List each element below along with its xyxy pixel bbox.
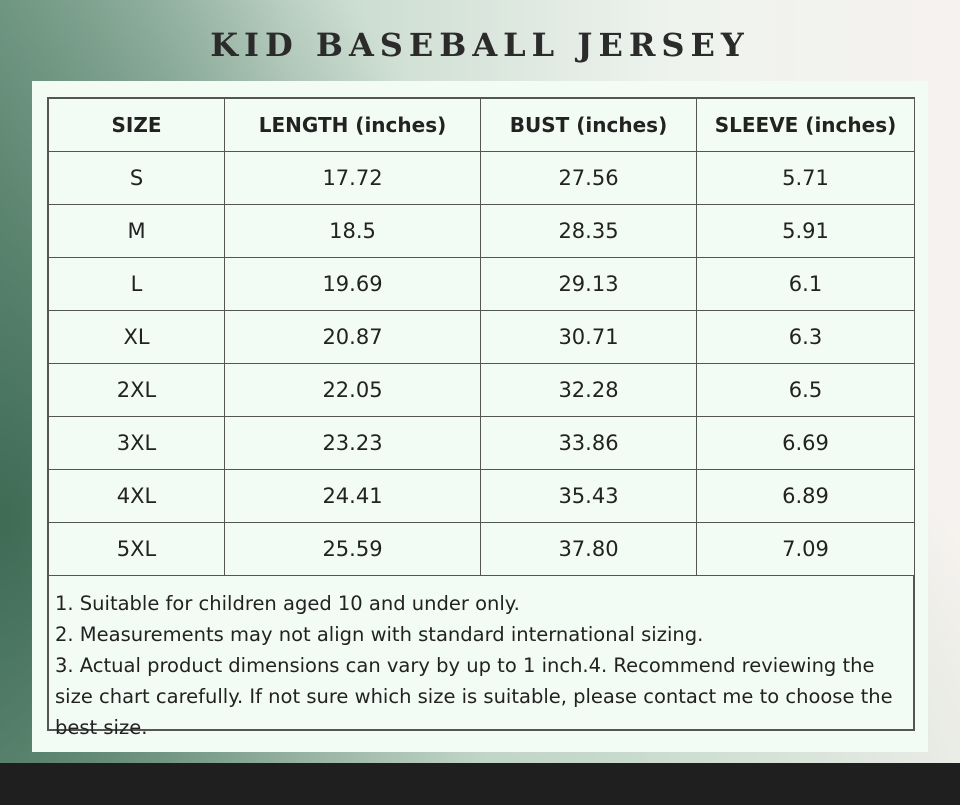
cell-size: L: [48, 257, 225, 311]
table-header-row: SIZE LENGTH (inches) BUST (inches) SLEEV…: [48, 98, 915, 152]
cell-size: 5XL: [48, 522, 225, 576]
cell-sleeve: 6.89: [696, 469, 915, 523]
header-length: LENGTH (inches): [224, 98, 481, 152]
bottom-bar: [0, 763, 960, 805]
cell-length: 19.69: [224, 257, 481, 311]
note-item: 1. Suitable for children aged 10 and und…: [55, 592, 520, 615]
size-table: SIZE LENGTH (inches) BUST (inches) SLEEV…: [48, 98, 915, 576]
cell-sleeve: 7.09: [696, 522, 915, 576]
header-sleeve: SLEEVE (inches): [696, 98, 915, 152]
table-row: 2XL 22.05 32.28 6.5: [48, 363, 915, 417]
cell-bust: 32.28: [480, 363, 697, 417]
cell-sleeve: 6.69: [696, 416, 915, 470]
page-title: KID BASEBALL JERSEY: [210, 26, 750, 64]
cell-sleeve: 6.1: [696, 257, 915, 311]
note-item: 2. Measurements may not align with stand…: [55, 623, 704, 646]
cell-length: 25.59: [224, 522, 481, 576]
cell-size: 4XL: [48, 469, 225, 523]
cell-size: XL: [48, 310, 225, 364]
cell-length: 22.05: [224, 363, 481, 417]
cell-bust: 29.13: [480, 257, 697, 311]
cell-sleeve: 6.5: [696, 363, 915, 417]
cell-bust: 33.86: [480, 416, 697, 470]
table-row: 5XL 25.59 37.80 7.09: [48, 522, 915, 576]
header-bust: BUST (inches): [480, 98, 697, 152]
cell-bust: 35.43: [480, 469, 697, 523]
size-chart: SIZE LENGTH (inches) BUST (inches) SLEEV…: [47, 97, 915, 739]
size-notes: 1. Suitable for children aged 10 and und…: [48, 576, 914, 739]
table-row: 4XL 24.41 35.43 6.89: [48, 469, 915, 523]
cell-length: 24.41: [224, 469, 481, 523]
cell-sleeve: 6.3: [696, 310, 915, 364]
cell-sleeve: 5.91: [696, 204, 915, 258]
cell-sleeve: 5.71: [696, 151, 915, 205]
cell-size: 2XL: [48, 363, 225, 417]
cell-length: 20.87: [224, 310, 481, 364]
cell-size: S: [48, 151, 225, 205]
table-row: L 19.69 29.13 6.1: [48, 257, 915, 311]
cell-length: 17.72: [224, 151, 481, 205]
table-row: S 17.72 27.56 5.71: [48, 151, 915, 205]
table-row: M 18.5 28.35 5.91: [48, 204, 915, 258]
header-size: SIZE: [48, 98, 225, 152]
cell-length: 23.23: [224, 416, 481, 470]
cell-bust: 27.56: [480, 151, 697, 205]
cell-size: M: [48, 204, 225, 258]
table-row: 3XL 23.23 33.86 6.69: [48, 416, 915, 470]
cell-length: 18.5: [224, 204, 481, 258]
cell-bust: 30.71: [480, 310, 697, 364]
note-item: 3. Actual product dimensions can vary by…: [55, 654, 893, 739]
cell-size: 3XL: [48, 416, 225, 470]
cell-bust: 37.80: [480, 522, 697, 576]
cell-bust: 28.35: [480, 204, 697, 258]
table-row: XL 20.87 30.71 6.3: [48, 310, 915, 364]
